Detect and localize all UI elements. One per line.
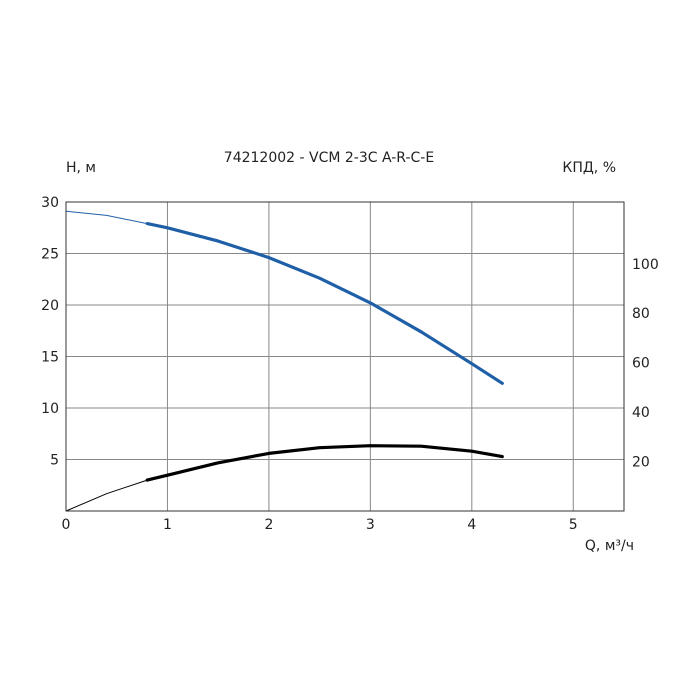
y2-tick-label: 20: [632, 455, 650, 471]
y-tick-label: 25: [41, 247, 59, 263]
efficiency-curve: [145, 444, 504, 482]
y2-tick-label: 60: [632, 356, 650, 372]
x-tick-label: 5: [569, 517, 578, 533]
y2-tick-label: 40: [632, 405, 650, 421]
y-tick-label: 10: [41, 401, 59, 417]
x-tick-label: 2: [264, 517, 273, 533]
y-tick-label: 20: [41, 298, 59, 314]
x-tick-label: 3: [366, 517, 375, 533]
efficiency-curve-extrapolated: [65, 479, 148, 512]
y2-tick-label: 80: [632, 306, 650, 322]
head-curve: [145, 222, 504, 385]
y2-axis-label: КПД, %: [562, 160, 616, 176]
x-tick-label: 1: [163, 517, 172, 533]
y-axis-label: H, м: [66, 160, 96, 176]
y-tick-label: 5: [50, 453, 59, 469]
chart-title: 74212002 - VCM 2-3C A-R-C-E: [224, 150, 434, 166]
y-tick-label: 15: [41, 350, 59, 366]
y-tick-label: 30: [41, 195, 59, 211]
x-axis-label: Q, м³/ч: [585, 538, 634, 554]
plot-frame: [65, 201, 625, 512]
x-tick-label: 0: [62, 517, 71, 533]
x-tick-label: 4: [467, 517, 476, 533]
y2-tick-label: 100: [632, 257, 659, 273]
head-curve-extrapolated: [65, 210, 148, 225]
